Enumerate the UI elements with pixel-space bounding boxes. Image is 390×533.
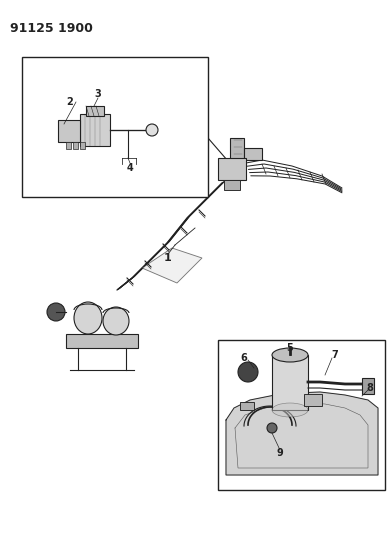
Bar: [73, 142, 78, 149]
Polygon shape: [226, 392, 378, 475]
Polygon shape: [142, 248, 202, 283]
Bar: [218, 158, 246, 180]
Text: 4: 4: [127, 163, 133, 173]
Text: 5: 5: [287, 343, 293, 353]
Text: 8: 8: [367, 383, 374, 393]
Ellipse shape: [272, 348, 308, 362]
Bar: [272, 355, 308, 410]
Text: 91125 1900: 91125 1900: [10, 22, 93, 35]
Ellipse shape: [272, 403, 308, 417]
Circle shape: [267, 423, 277, 433]
Text: 1: 1: [164, 253, 172, 263]
Bar: [66, 142, 71, 149]
Bar: [58, 120, 80, 142]
Circle shape: [146, 124, 158, 136]
Circle shape: [47, 303, 65, 321]
Text: 3: 3: [95, 89, 101, 99]
Ellipse shape: [103, 307, 129, 335]
Text: 2: 2: [67, 97, 73, 107]
Bar: [218, 340, 385, 490]
Bar: [230, 138, 244, 166]
Text: 7: 7: [332, 350, 339, 360]
Bar: [80, 142, 85, 149]
Bar: [80, 114, 110, 146]
Bar: [240, 402, 254, 410]
Bar: [362, 378, 374, 394]
Bar: [86, 106, 104, 116]
Circle shape: [238, 362, 258, 382]
Ellipse shape: [74, 302, 102, 334]
Bar: [304, 394, 322, 406]
Text: 9: 9: [277, 448, 284, 458]
Bar: [66, 334, 138, 348]
Bar: [22, 57, 208, 197]
Bar: [244, 148, 262, 160]
Text: 6: 6: [241, 353, 247, 363]
Bar: [224, 180, 240, 190]
